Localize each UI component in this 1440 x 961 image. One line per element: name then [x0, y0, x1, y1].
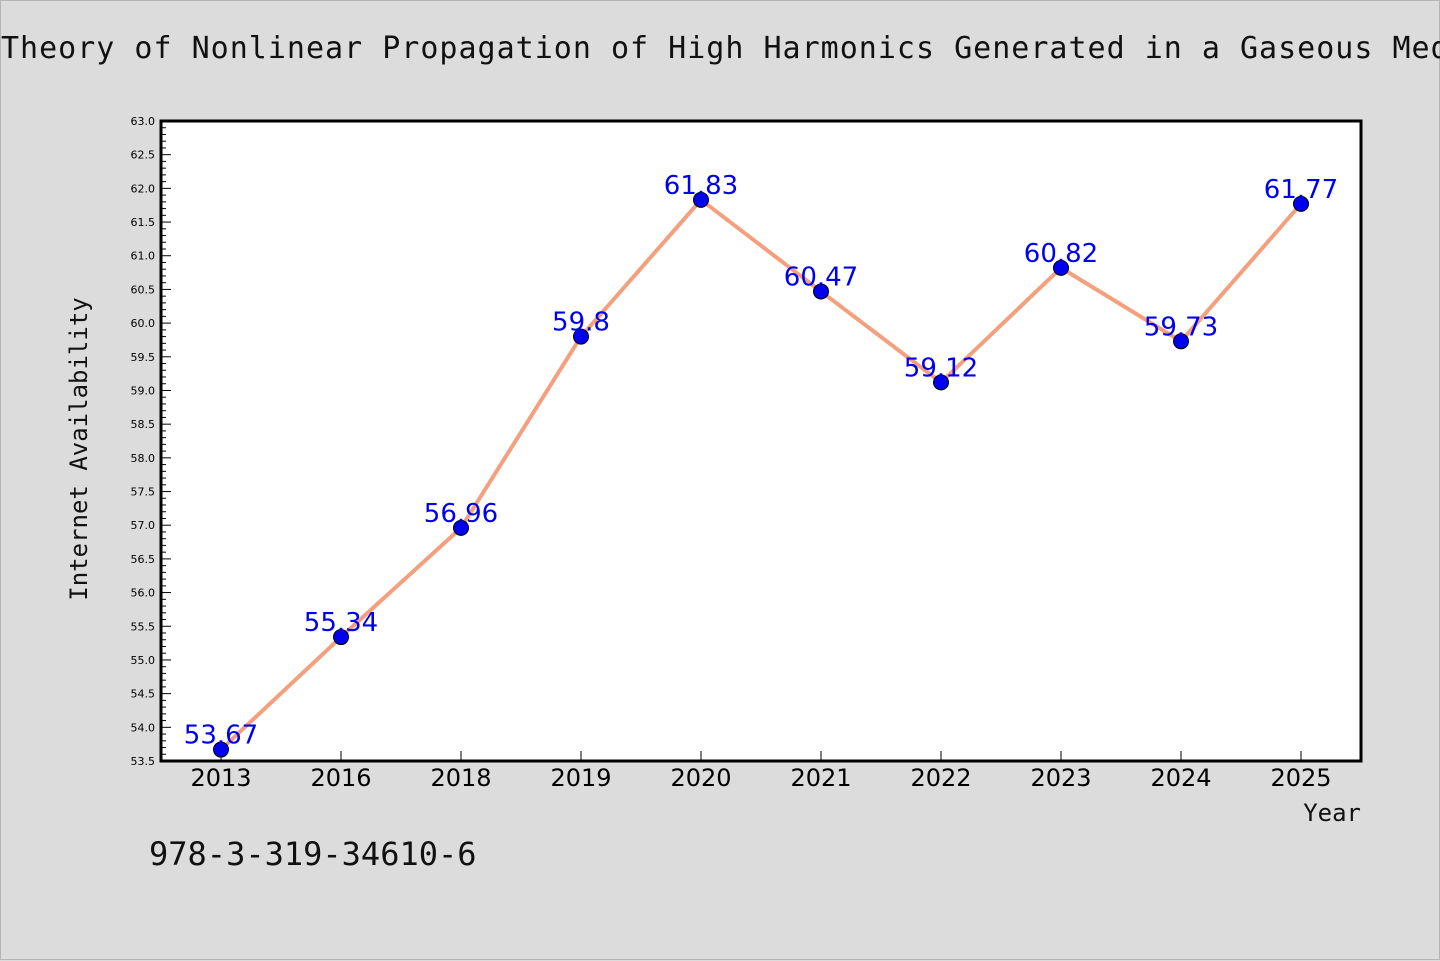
- x-tick-label: 2025: [1270, 764, 1331, 792]
- y-tick-label: 56.5: [131, 553, 156, 566]
- y-tick-label: 54.0: [131, 721, 156, 734]
- data-label: 60.82: [1024, 239, 1098, 269]
- chart-title: Theory of Nonlinear Propagation of High …: [1, 31, 1440, 66]
- y-tick-label: 53.5: [131, 755, 156, 768]
- y-tick-label: 60.0: [131, 317, 156, 330]
- data-point: [453, 519, 469, 536]
- y-tick-label: 60.5: [131, 283, 156, 296]
- isbn-text: 978-3-319-34610-6: [149, 835, 477, 873]
- data-label: 59.73: [1144, 312, 1218, 342]
- x-tick-label: 2018: [430, 764, 491, 792]
- y-tick-label: 55.0: [131, 654, 156, 667]
- data-label: 59.8: [552, 308, 610, 338]
- y-tick-label: 56.0: [131, 587, 156, 600]
- y-tick-label: 61.0: [131, 250, 156, 263]
- y-tick-label: 59.5: [131, 351, 156, 364]
- y-tick-label: 57.5: [131, 486, 156, 499]
- data-point: [333, 629, 349, 646]
- data-point: [1293, 195, 1309, 212]
- data-label: 61.83: [664, 171, 738, 201]
- data-point: [933, 374, 949, 391]
- data-point: [813, 283, 829, 300]
- series-line: [219, 197, 1303, 752]
- x-tick-label: 2013: [190, 764, 251, 792]
- x-axis: 2013 2016 2018 2019 2020 2021 2022 2023 2024 2025: [190, 751, 1332, 792]
- data-label: 61.77: [1264, 175, 1338, 205]
- data-point: [693, 191, 709, 208]
- x-tick-label: 2023: [1030, 764, 1091, 792]
- x-tick-label: 2020: [670, 764, 731, 792]
- x-tick-label: 2016: [310, 764, 371, 792]
- y-axis-title: Internet Availability: [65, 297, 93, 600]
- y-tick-label: 58.0: [131, 452, 156, 465]
- data-point: [1053, 259, 1069, 276]
- series-layer: 53.67 55.34 56.96 59.8 61.83 60.47 59.12 60.82 5…: [184, 171, 1338, 758]
- y-tick-label: 55.5: [131, 620, 156, 633]
- x-tick-label: 2024: [1150, 764, 1211, 792]
- data-point: [1173, 333, 1189, 350]
- y-tick-label: 62.5: [131, 149, 156, 162]
- data-point: [213, 741, 229, 758]
- y-tick-label: 57.0: [131, 519, 156, 532]
- data-label: 55.34: [304, 608, 378, 638]
- y-tick-label: 62.0: [131, 182, 156, 195]
- y-tick-label: 63.0: [131, 115, 156, 128]
- data-label: 56.96: [424, 499, 498, 529]
- data-label: 60.47: [784, 262, 858, 292]
- x-tick-label: 2019: [550, 764, 611, 792]
- x-tick-label: 2021: [790, 764, 851, 792]
- x-axis-title: Year: [1303, 799, 1361, 827]
- x-tick-label: 2022: [910, 764, 971, 792]
- y-tick-label: 58.5: [131, 418, 156, 431]
- plot-area: [159, 119, 1363, 763]
- data-label: 59.12: [904, 353, 978, 383]
- y-tick-label: 54.5: [131, 688, 156, 701]
- y-tick-label: 59.0: [131, 384, 156, 397]
- data-point: [573, 328, 589, 345]
- data-label: 53.67: [184, 721, 258, 751]
- y-tick-label: 61.5: [131, 216, 156, 229]
- y-axis: 53.5 54.0 54.5 55.0 55.5 56.0 56.5 57.0 57.5 58.0…: [131, 115, 171, 768]
